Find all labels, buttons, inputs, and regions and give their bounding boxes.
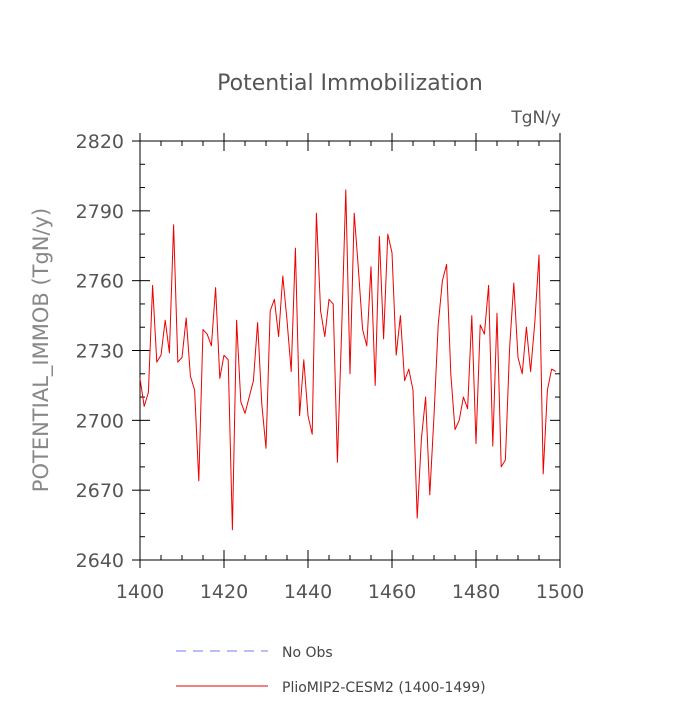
x-tick-label: 1500: [536, 581, 584, 603]
x-tick-label: 1420: [200, 581, 248, 603]
x-tick-label: 1480: [452, 581, 500, 603]
chart-title: Potential Immobilization: [217, 71, 483, 96]
units-label: TgN/y: [510, 108, 561, 128]
series-layer: [139, 189, 557, 531]
x-axis-ticks: 1400 1420 1440 1460 1480 1500: [116, 133, 584, 603]
legend-label: No Obs: [282, 645, 333, 661]
y-tick-label: 2790: [76, 201, 124, 223]
y-tick-label: 2820: [76, 131, 124, 153]
y-tick-label: 2760: [76, 271, 124, 293]
legend-label: PlioMIP2-CESM2 (1400-1499): [282, 680, 486, 696]
y-tick-label: 2700: [76, 410, 124, 432]
y-tick-label: 2640: [76, 550, 124, 572]
y-axis-label: POTENTIAL_IMMOB (TgN/y): [29, 208, 54, 492]
legend: No Obs PlioMIP2-CESM2 (1400-1499): [176, 645, 486, 696]
plot-frame: [139, 140, 561, 561]
y-tick-label: 2670: [76, 480, 124, 502]
x-tick-label: 1440: [284, 581, 332, 603]
y-axis-ticks: 2640 2670 2700 2730 2760 2790 2820: [76, 131, 560, 572]
y-tick-label: 2730: [76, 341, 124, 363]
x-tick-label: 1460: [368, 581, 416, 603]
x-tick-label: 1400: [116, 581, 164, 603]
series-line: [139, 189, 557, 531]
